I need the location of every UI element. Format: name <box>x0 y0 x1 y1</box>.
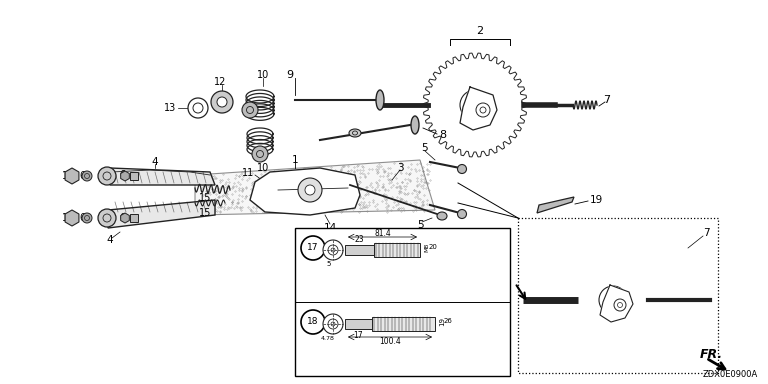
Text: 15: 15 <box>199 193 211 203</box>
Text: 5: 5 <box>422 143 429 153</box>
Polygon shape <box>121 213 129 223</box>
Circle shape <box>614 299 626 311</box>
Text: ZDX0E0900A: ZDX0E0900A <box>703 370 758 379</box>
Polygon shape <box>195 160 435 215</box>
Polygon shape <box>65 210 79 226</box>
Circle shape <box>460 90 490 120</box>
Text: FR.: FR. <box>700 349 723 361</box>
Text: 4: 4 <box>152 157 158 167</box>
Text: 4: 4 <box>107 235 114 245</box>
Circle shape <box>298 178 322 202</box>
Text: 7: 7 <box>604 95 611 105</box>
Text: 81.4: 81.4 <box>374 228 391 237</box>
Text: 26: 26 <box>444 318 453 324</box>
Text: 4.78: 4.78 <box>321 336 335 341</box>
Text: 12: 12 <box>214 77 227 87</box>
Bar <box>345 319 372 329</box>
Ellipse shape <box>376 90 384 110</box>
Bar <box>345 245 373 255</box>
Text: 6: 6 <box>79 171 85 181</box>
Text: 14: 14 <box>323 223 336 233</box>
Bar <box>372 317 435 331</box>
Text: 5: 5 <box>417 220 423 230</box>
Polygon shape <box>423 53 527 157</box>
Polygon shape <box>110 168 215 185</box>
Text: 1: 1 <box>292 155 298 165</box>
Text: 6: 6 <box>119 170 125 180</box>
Text: 6: 6 <box>79 213 85 223</box>
Circle shape <box>323 314 343 334</box>
Bar <box>295 228 510 376</box>
Circle shape <box>217 97 227 107</box>
Circle shape <box>188 98 208 118</box>
Text: 17: 17 <box>354 331 363 339</box>
Text: 17: 17 <box>307 243 319 253</box>
Text: 19: 19 <box>590 195 603 205</box>
Text: 16: 16 <box>62 171 74 181</box>
Bar <box>130 214 138 222</box>
Text: 3: 3 <box>352 245 359 255</box>
Text: 20: 20 <box>429 244 438 250</box>
Ellipse shape <box>437 212 447 220</box>
Circle shape <box>599 286 627 314</box>
Text: 23: 23 <box>355 235 364 243</box>
Text: 15: 15 <box>199 208 211 218</box>
Text: 3: 3 <box>397 163 403 173</box>
Text: 11: 11 <box>242 168 254 178</box>
Bar <box>373 243 420 257</box>
Circle shape <box>211 91 233 113</box>
Polygon shape <box>600 285 633 322</box>
Text: 9: 9 <box>286 70 293 80</box>
Bar <box>518 218 718 373</box>
Ellipse shape <box>411 116 419 134</box>
Circle shape <box>476 103 490 117</box>
Polygon shape <box>108 200 215 228</box>
Ellipse shape <box>338 242 348 250</box>
Text: 5: 5 <box>327 261 331 267</box>
Polygon shape <box>537 197 574 213</box>
Text: 2: 2 <box>476 26 484 36</box>
Text: 6: 6 <box>119 213 125 223</box>
Circle shape <box>98 209 116 227</box>
Circle shape <box>252 146 268 162</box>
Circle shape <box>323 240 343 260</box>
Text: 10: 10 <box>257 70 269 80</box>
Ellipse shape <box>82 171 92 181</box>
Text: 16: 16 <box>62 213 74 223</box>
Polygon shape <box>121 171 129 181</box>
Text: 19: 19 <box>439 316 445 326</box>
Ellipse shape <box>82 213 92 223</box>
Circle shape <box>242 102 258 118</box>
Ellipse shape <box>458 210 466 218</box>
Circle shape <box>305 185 315 195</box>
Ellipse shape <box>458 164 466 174</box>
Text: M8: M8 <box>424 242 429 252</box>
Bar <box>130 172 138 180</box>
Polygon shape <box>65 168 79 184</box>
Polygon shape <box>460 87 497 130</box>
Text: 100.4: 100.4 <box>379 336 401 346</box>
Text: 7: 7 <box>703 228 710 238</box>
Text: 10: 10 <box>257 163 269 173</box>
Text: 18: 18 <box>307 318 319 326</box>
Polygon shape <box>568 255 658 345</box>
Circle shape <box>98 167 116 185</box>
Text: 13: 13 <box>164 103 176 113</box>
Text: 8: 8 <box>439 130 446 140</box>
Polygon shape <box>250 168 360 215</box>
Ellipse shape <box>349 129 361 137</box>
